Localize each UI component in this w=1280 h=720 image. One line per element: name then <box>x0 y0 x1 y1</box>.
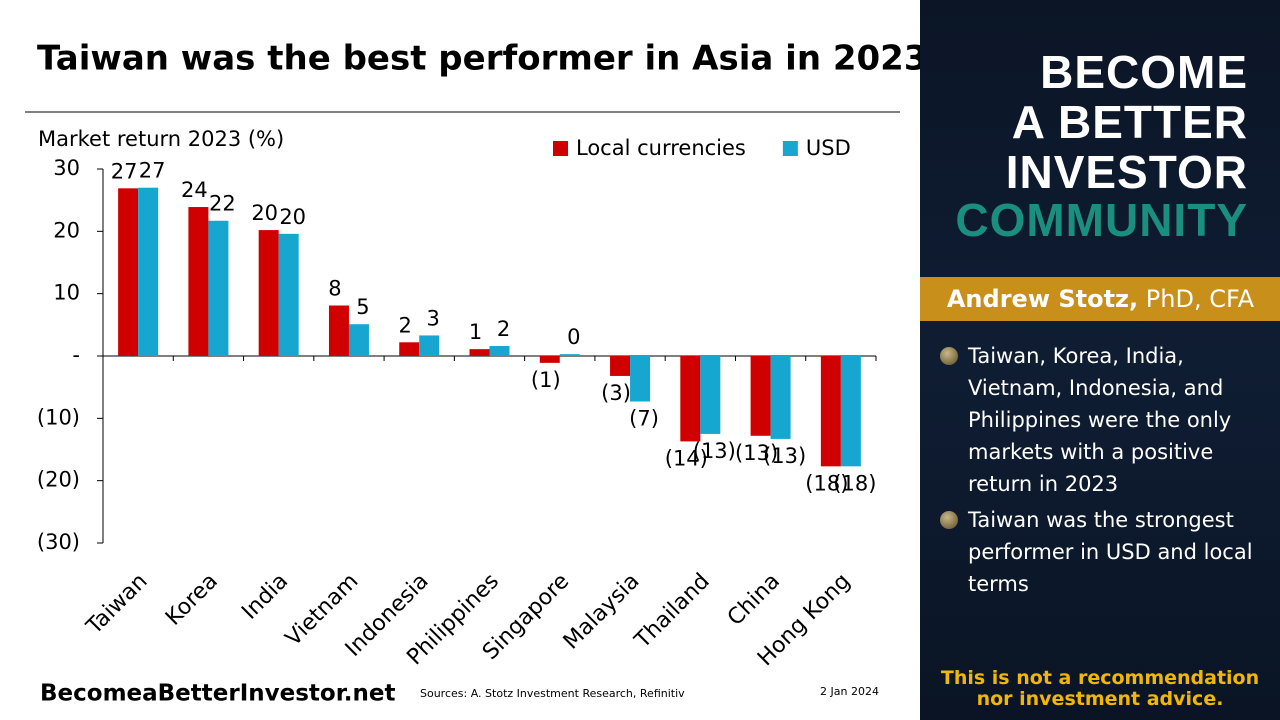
x-tick-label: Korea <box>161 569 223 631</box>
bullet-icon <box>940 511 958 529</box>
y-tick-label: - <box>72 343 80 367</box>
data-label: (14) <box>665 446 708 470</box>
x-tick-label: Taiwan <box>81 569 152 640</box>
chart: Taiwan was the best performer in Asia in… <box>25 39 920 707</box>
brand-line: INVESTOR <box>1005 146 1248 198</box>
y-tick-label: (30) <box>37 530 80 554</box>
brand-line: COMMUNITY <box>955 194 1248 246</box>
bar <box>188 207 209 356</box>
sources: Sources: A. Stotz Investment Research, R… <box>420 687 685 700</box>
author-name: Andrew Stotz, <box>946 285 1139 313</box>
bar <box>539 356 560 363</box>
bar <box>680 356 701 442</box>
site: BecomeaBetterInvestor.net <box>40 681 396 707</box>
bar <box>700 356 721 434</box>
disclaimer-line: nor investment advice. <box>976 688 1224 710</box>
data-label: 24 <box>181 178 208 202</box>
bar <box>278 233 299 356</box>
author-band: Andrew Stotz, PhD, CFA <box>920 277 1280 321</box>
y-axis-title: Market return 2023 (%) <box>38 127 284 151</box>
data-label: 1 <box>469 320 482 344</box>
data-label: (13) <box>693 439 736 463</box>
bar <box>489 346 510 356</box>
bullet-icon <box>940 347 958 365</box>
bar <box>630 356 651 402</box>
data-label: (13) <box>735 441 778 465</box>
bar <box>840 356 861 467</box>
data-label: 8 <box>328 277 341 301</box>
bar <box>559 354 580 356</box>
bar <box>118 188 139 356</box>
legend-swatch <box>553 141 568 156</box>
bullet-text: Taiwan, Korea, India, Vietnam, Indonesia… <box>968 344 1232 496</box>
data-label: 2 <box>497 317 510 341</box>
bar <box>208 220 229 356</box>
y-tick-label: (10) <box>37 405 80 429</box>
y-tick-label: 10 <box>53 281 80 305</box>
data-label: 22 <box>209 192 236 216</box>
bar <box>770 356 791 439</box>
y-tick-label: (20) <box>37 468 80 492</box>
bullet: Taiwan, Korea, India, Vietnam, Indonesia… <box>938 340 1268 500</box>
x-tick-label: Thailand <box>630 569 715 654</box>
bar <box>399 342 420 356</box>
x-tick-label: China <box>723 569 785 631</box>
bar <box>138 187 159 356</box>
x-tick-label: Malaysia <box>559 569 645 655</box>
data-label: 27 <box>111 159 138 183</box>
slide-title: Taiwan was the best performer in Asia in… <box>37 39 920 79</box>
y-tick-label: 20 <box>53 218 80 242</box>
author-credentials: PhD, CFA <box>1145 285 1254 313</box>
bar <box>469 349 490 356</box>
bar <box>348 324 369 356</box>
brand-line: A BETTER <box>1011 96 1248 148</box>
data-label: (7) <box>629 407 659 431</box>
data-label: 2 <box>399 313 412 337</box>
bar <box>419 335 440 356</box>
data-label: 5 <box>356 295 369 319</box>
bar <box>258 230 279 356</box>
legend-swatch <box>782 141 798 156</box>
bar <box>750 356 771 436</box>
disclaimer-line: This is not a recommendation <box>940 667 1260 689</box>
bar <box>820 356 841 467</box>
data-label: 3 <box>427 306 440 330</box>
data-label: (18) <box>805 471 848 495</box>
legend-label: Local currencies <box>576 136 746 160</box>
y-tick-label: 30 <box>53 156 80 180</box>
data-label: (13) <box>763 444 806 468</box>
date: 2 Jan 2024 <box>820 685 879 698</box>
data-label: 27 <box>139 159 166 183</box>
data-label: (18) <box>833 471 876 495</box>
data-label: (3) <box>601 381 631 405</box>
data-label: 20 <box>251 201 278 225</box>
bullet-text: Taiwan was the strongest performer in US… <box>968 508 1253 596</box>
legend-label: USD <box>806 136 851 160</box>
disclaimer: This is not a recommendation nor investme… <box>920 668 1280 710</box>
bar <box>328 305 349 356</box>
bullet: Taiwan was the strongest performer in US… <box>938 504 1268 600</box>
data-label: (1) <box>531 368 561 392</box>
bar <box>610 356 631 376</box>
brand-line: BECOME <box>1040 46 1248 98</box>
x-tick-label: India <box>237 569 293 625</box>
bullets: Taiwan, Korea, India, Vietnam, Indonesia… <box>938 340 1268 604</box>
data-label: 0 <box>567 325 580 349</box>
sidebar: BECOME A BETTER INVESTOR COMMUNITY Andre… <box>920 0 1280 720</box>
data-label: 20 <box>279 205 306 229</box>
